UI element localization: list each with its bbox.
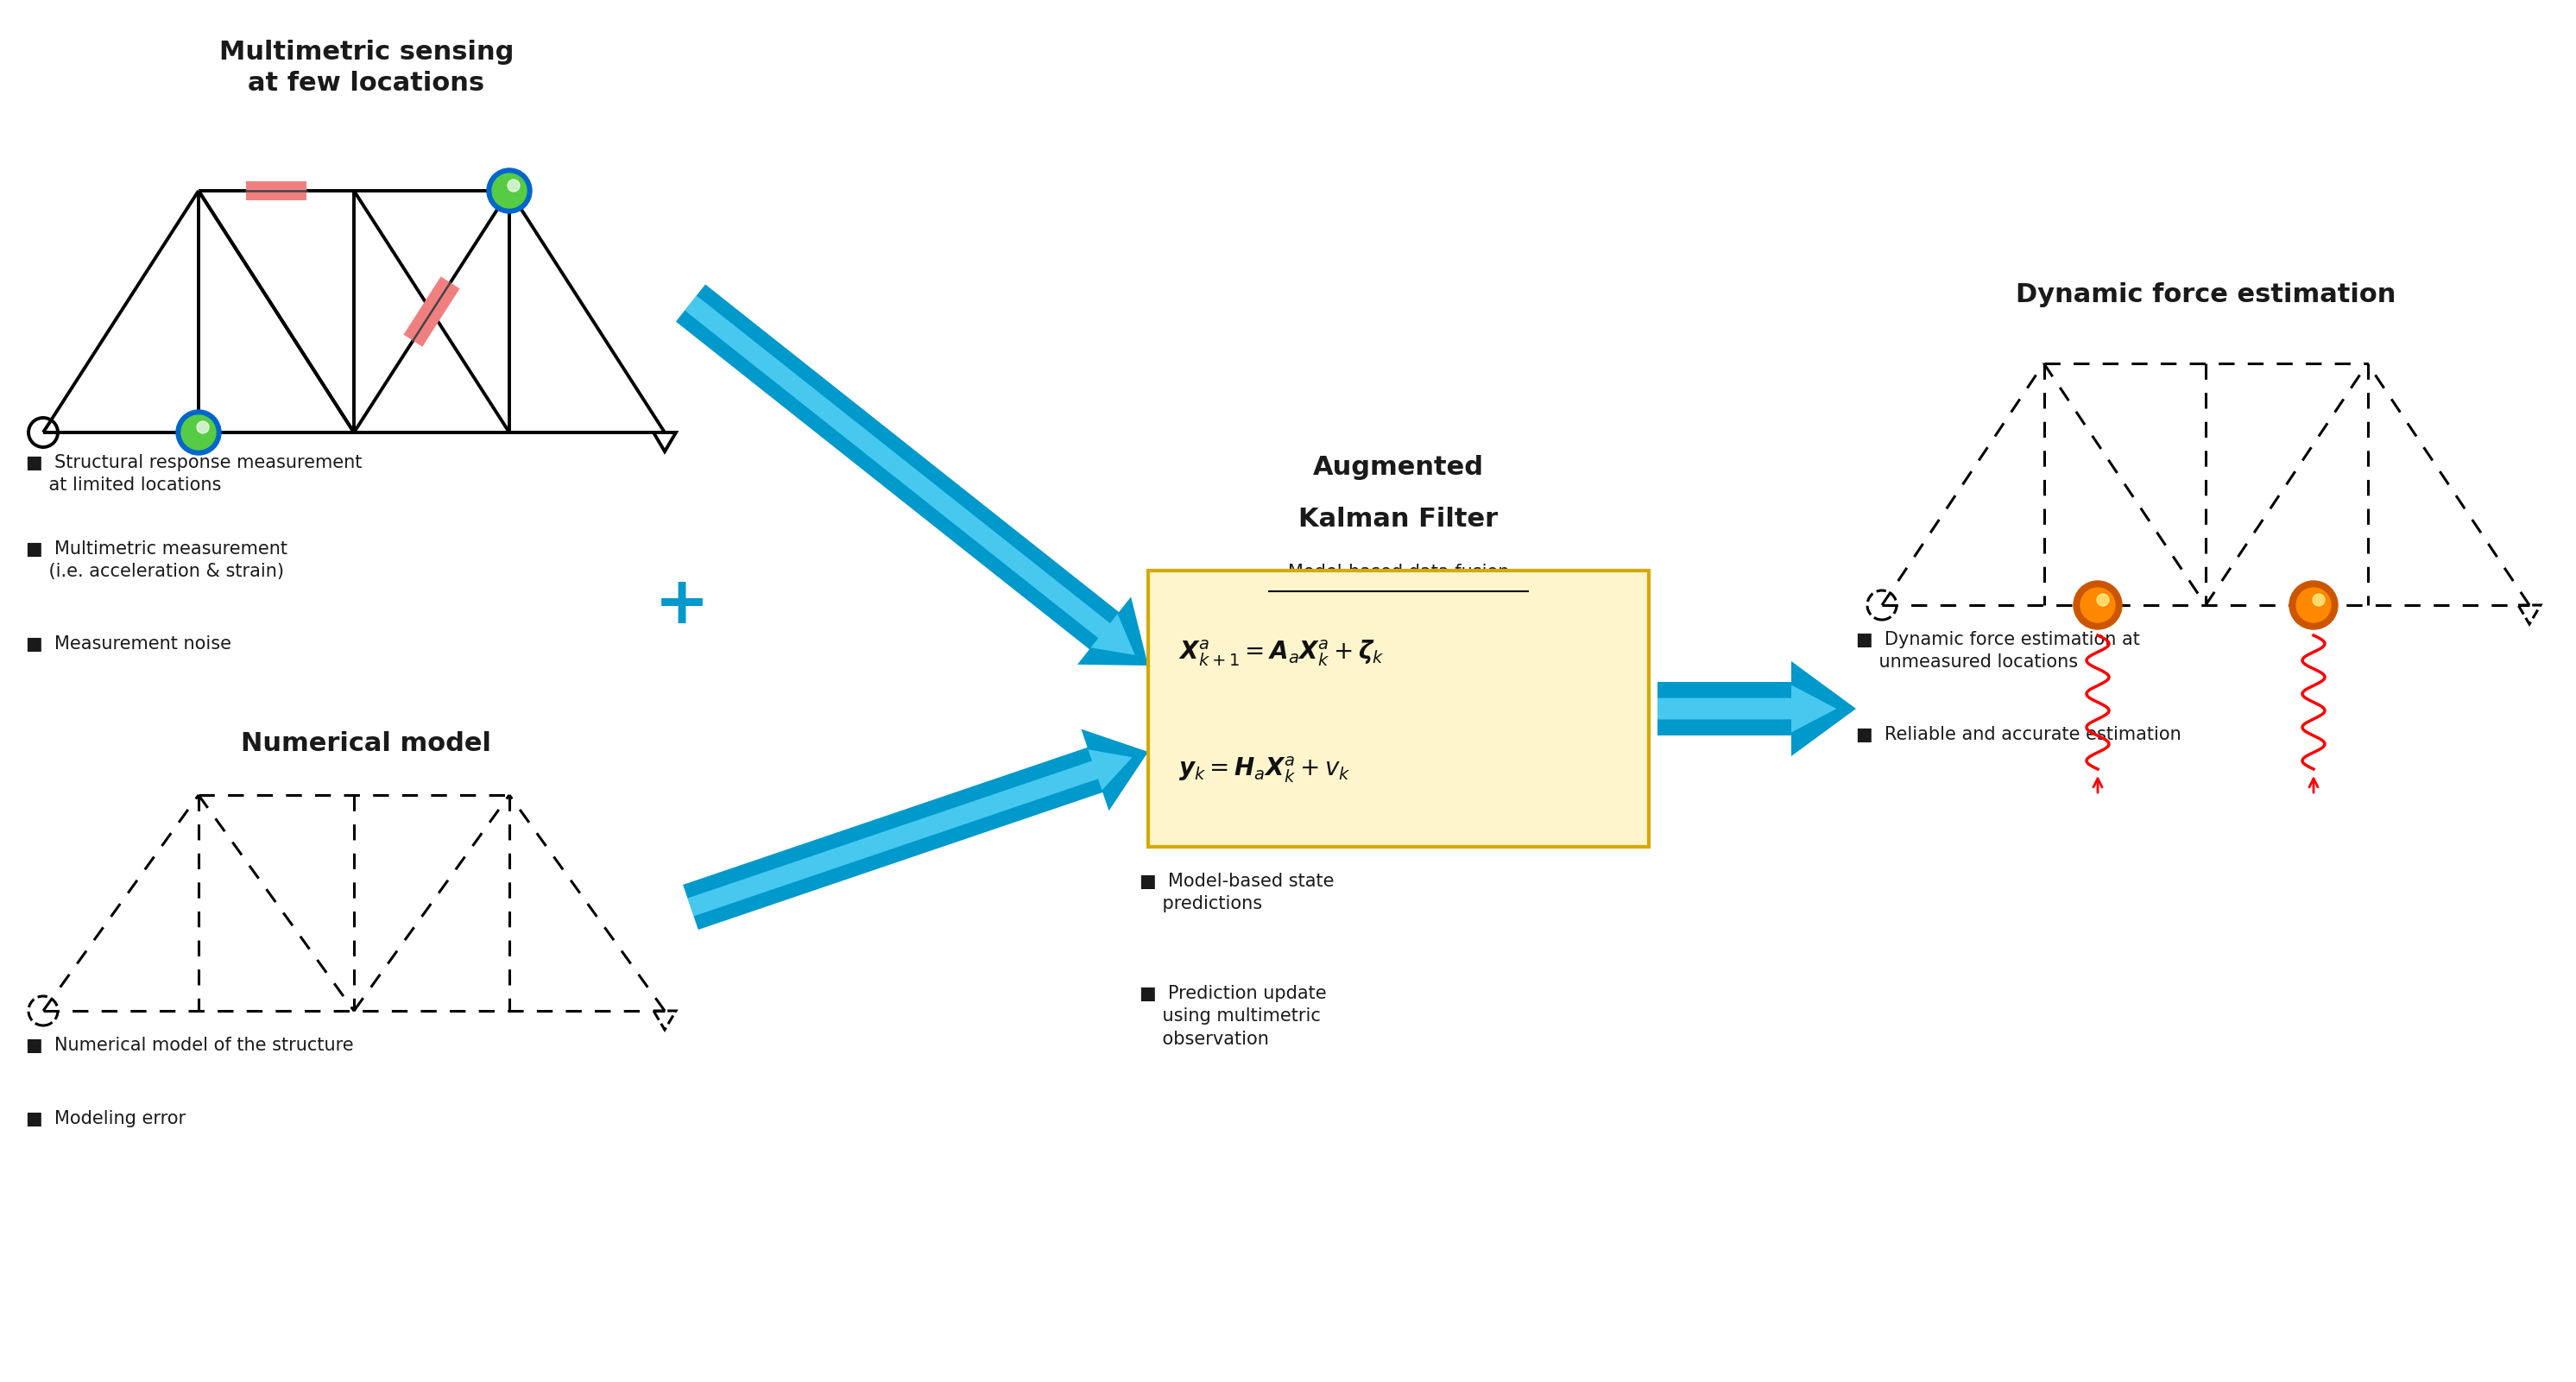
Text: Augmented: Augmented [1314, 455, 1484, 480]
Circle shape [2290, 580, 2339, 629]
Text: ■  Dynamic force estimation at
    unmeasured locations: ■ Dynamic force estimation at unmeasured… [1857, 632, 2141, 672]
Circle shape [175, 410, 222, 455]
Circle shape [507, 180, 520, 192]
Polygon shape [685, 296, 1136, 655]
Text: $\boldsymbol{y}_k = \boldsymbol{H}_a\boldsymbol{X}_k^a + \boldsymbol{v_k}$: $\boldsymbol{y}_k = \boldsymbol{H}_a\bol… [1177, 755, 1350, 785]
Polygon shape [683, 730, 1149, 930]
Polygon shape [1656, 661, 1857, 756]
Circle shape [180, 415, 216, 449]
Polygon shape [675, 285, 1149, 666]
Circle shape [2074, 580, 2123, 629]
Circle shape [196, 422, 209, 434]
Circle shape [2295, 587, 2331, 622]
Text: ■  Structural response measurement
    at limited locations: ■ Structural response measurement at lim… [26, 455, 363, 495]
Circle shape [2313, 594, 2324, 605]
Text: ■  Multimetric measurement
    (i.e. acceleration & strain): ■ Multimetric measurement (i.e. accelera… [26, 540, 289, 580]
Text: ■  Numerical model of the structure: ■ Numerical model of the structure [26, 1036, 353, 1054]
Bar [404, 276, 459, 347]
Polygon shape [1656, 685, 1837, 732]
Text: Numerical model: Numerical model [242, 731, 492, 756]
FancyBboxPatch shape [1149, 571, 1649, 847]
Text: Dynamic force estimation: Dynamic force estimation [2014, 282, 2396, 307]
Text: ■  Measurement noise: ■ Measurement noise [26, 636, 232, 652]
Text: $\boldsymbol{X}_{k+1}^{a} = \boldsymbol{A}_a\boldsymbol{X}_k^a + \boldsymbol{\ze: $\boldsymbol{X}_{k+1}^{a} = \boldsymbol{… [1177, 638, 1386, 669]
Bar [247, 181, 307, 200]
Text: ■  Modeling error: ■ Modeling error [26, 1110, 185, 1128]
Text: Kalman Filter: Kalman Filter [1298, 507, 1499, 532]
Circle shape [492, 174, 526, 209]
Text: ■  Reliable and accurate estimation: ■ Reliable and accurate estimation [1857, 726, 2182, 744]
Text: +: + [654, 574, 708, 637]
Circle shape [2081, 587, 2115, 622]
Text: Model-based data fusion: Model-based data fusion [1288, 564, 1510, 580]
Polygon shape [688, 749, 1133, 916]
Text: Multimetric sensing
at few locations: Multimetric sensing at few locations [219, 40, 513, 95]
Circle shape [2097, 594, 2110, 605]
Text: ■  Model-based state
    predictions: ■ Model-based state predictions [1139, 872, 1334, 912]
Circle shape [487, 169, 531, 213]
Text: ■  Prediction update
    using multimetric
    observation: ■ Prediction update using multimetric ob… [1139, 985, 1327, 1048]
